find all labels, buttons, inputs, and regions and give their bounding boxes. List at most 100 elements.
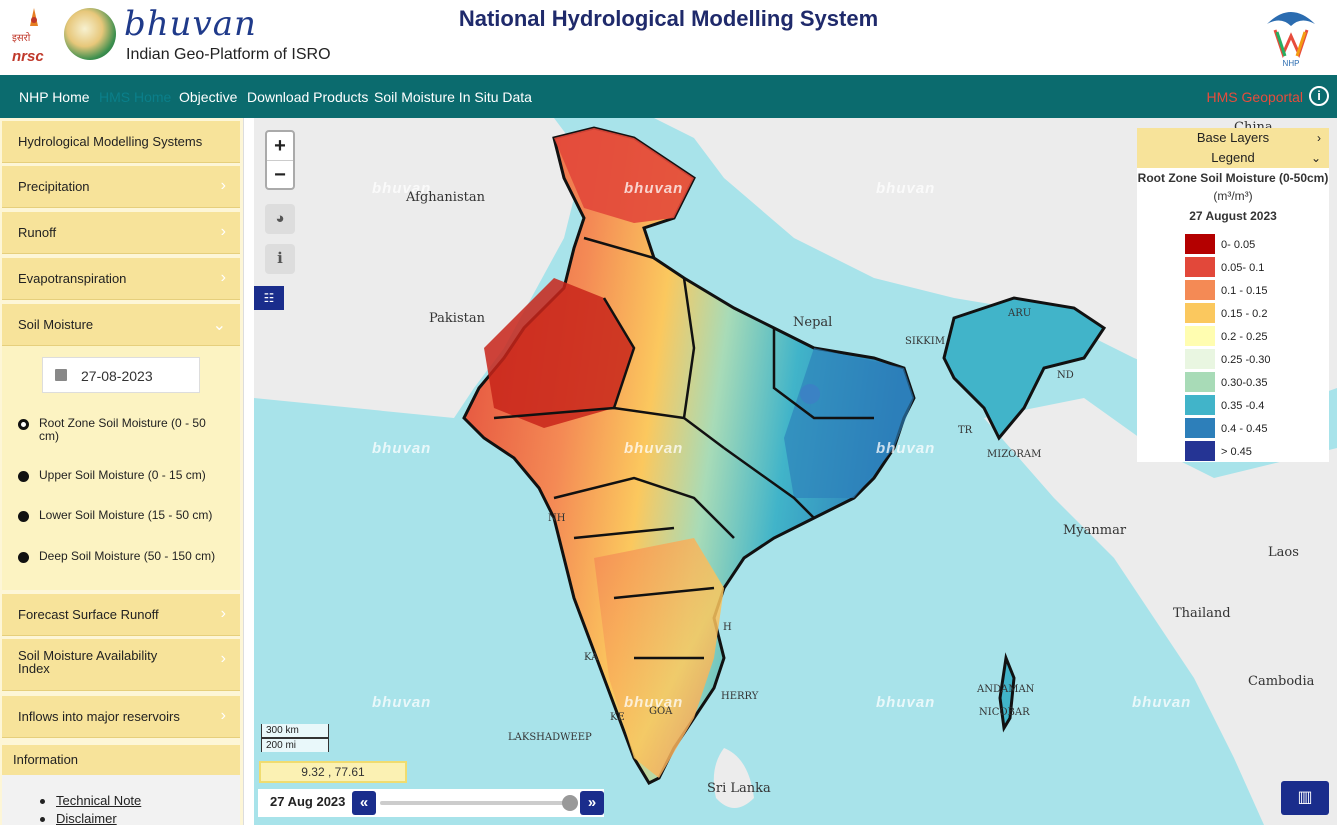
legend-class-label: 0.25 -0.30 [1221, 354, 1271, 366]
chevron-right-icon: › [220, 177, 226, 194]
legend-class: 0.4 - 0.45 [1185, 418, 1325, 438]
rewind-icon[interactable]: « [352, 791, 376, 815]
legend-class-label: 0.2 - 0.25 [1221, 331, 1268, 343]
chevron-down-icon: ⌄ [1310, 151, 1321, 165]
bhuvan-wordmark: bhuvan [124, 4, 257, 44]
legend-label: Legend [1211, 150, 1255, 165]
state-boundaries [493, 236, 874, 660]
watermark: bhuvan [624, 694, 684, 711]
label-afghanistan: Afghanistan [406, 190, 485, 205]
nrsc-logo-text: nrsc [12, 48, 44, 65]
chevron-right-icon: › [1317, 131, 1321, 145]
layer-list-icon[interactable]: ☷ [254, 286, 284, 310]
sidebar-item-forecast-runoff[interactable]: Forecast Surface Runoff › [2, 594, 240, 636]
legend-class-label: > 0.45 [1221, 446, 1252, 458]
zoom-control: + − [265, 130, 295, 190]
sidebar-item-hydrological-modelling[interactable]: Hydrological Modelling Systems [2, 121, 240, 163]
bullet-icon [40, 817, 45, 822]
radio-label: Lower Soil Moisture (15 - 50 cm) [39, 508, 213, 522]
bullet-icon [40, 799, 45, 804]
sidebar-item-reservoir-inflows[interactable]: Inflows into major reservoirs › [2, 696, 240, 738]
date-picker[interactable]: 27-08-2023 [42, 357, 200, 393]
label-nepal: Nepal [793, 315, 833, 330]
label-goa: GOA [649, 706, 673, 717]
radio-deep-soil[interactable]: Deep Soil Moisture (50 - 150 cm) [18, 550, 238, 578]
chevron-right-icon: › [220, 269, 226, 286]
chevron-right-icon: › [220, 223, 226, 240]
zoom-out-button[interactable]: − [267, 160, 293, 188]
legend-class-label: 0.1 - 0.15 [1221, 285, 1268, 297]
sidebar-item-label: Soil Moisture Availability Index [18, 648, 158, 676]
nav-nhp-home[interactable]: NHP Home [19, 89, 90, 105]
watermark: bhuvan [372, 180, 432, 197]
legend-swatch [1185, 326, 1215, 346]
link-disclaimer[interactable]: Disclaimer [56, 811, 117, 825]
scale-mi: 200 mi [261, 738, 329, 752]
base-layers-label: Base Layers [1196, 130, 1270, 145]
land-north [254, 118, 1337, 418]
legend-class: 0.35 -0.4 [1185, 395, 1325, 415]
label-andaman: ANDAMAN [977, 684, 1035, 695]
label-nicobar: NICOBAR [979, 707, 1030, 718]
sidebar: Hydrological Modelling Systems Precipita… [0, 118, 244, 825]
nav-objective[interactable]: Objective [179, 89, 238, 105]
link-technical-note[interactable]: Technical Note [56, 793, 142, 808]
slider-track[interactable] [380, 801, 570, 805]
fast-forward-icon[interactable]: » [580, 791, 604, 815]
sidebar-item-smai[interactable]: Soil Moisture Availability Index › [2, 639, 240, 691]
base-layers-toggle[interactable]: Base Layers › [1137, 128, 1329, 148]
nhp-logo-icon: NHP [1267, 12, 1315, 68]
nav-download-products[interactable]: Download Products [247, 89, 369, 105]
watermark: bhuvan [876, 440, 936, 457]
nav-soil-moisture-in-situ[interactable]: Soil Moisture In Situ Data [374, 89, 532, 105]
legend-class: 0.25 -0.30 [1185, 349, 1325, 369]
time-slider: 27 Aug 2023 « » [258, 789, 604, 817]
legend-class-label: 0.4 - 0.45 [1221, 423, 1268, 435]
sidebar-item-label: Inflows into major reservoirs [18, 709, 180, 724]
slider-handle[interactable] [562, 795, 578, 811]
andaman-islands [998, 652, 1016, 733]
map-view[interactable]: bhuvan bhuvan bhuvan bhuvan bhuvan bhuva… [254, 118, 1337, 825]
legend-title: Root Zone Soil Moisture (0-50cm) [1137, 171, 1329, 185]
radio-upper-soil[interactable]: Upper Soil Moisture (0 - 15 cm) [18, 469, 238, 485]
legend-class: 0.15 - 0.2 [1185, 303, 1325, 323]
globe-icon[interactable]: ◕ [265, 204, 295, 234]
info-tool-icon[interactable]: ℹ [265, 244, 295, 274]
radio-icon [18, 511, 29, 522]
legend-class: 0- 0.05 [1185, 234, 1325, 254]
label-myanmar: Myanmar [1063, 523, 1127, 538]
information-heading: Information [2, 745, 240, 775]
scale-bar: 300 km 200 mi [261, 724, 329, 752]
legend-swatch [1185, 303, 1215, 323]
legend-toggle[interactable]: Legend ⌄ [1137, 148, 1329, 168]
label-arunachal: ARU [1008, 308, 1032, 319]
radio-selected-icon [18, 419, 29, 430]
chart-icon[interactable]: ▥ [1281, 781, 1329, 815]
label-hyderabad: H [723, 622, 732, 633]
sidebar-item-precipitation[interactable]: Precipitation › [2, 166, 240, 208]
info-icon[interactable]: i [1309, 86, 1329, 106]
sidebar-item-runoff[interactable]: Runoff › [2, 212, 240, 254]
legend-class-label: 0.30-0.35 [1221, 377, 1268, 389]
watermark: bhuvan [372, 694, 432, 711]
zoom-in-button[interactable]: + [274, 135, 286, 157]
nhp-logo-text: NHP [1283, 59, 1300, 68]
chevron-right-icon: › [220, 605, 226, 622]
information-label: Information [13, 752, 79, 767]
dry-region-northwest [484, 278, 634, 428]
sidebar-item-label: Soil Moisture [18, 317, 94, 332]
legend-class-label: 0- 0.05 [1221, 239, 1256, 251]
legend-swatch [1185, 280, 1215, 300]
sidebar-item-label: Hydrological Modelling Systems [18, 134, 203, 149]
legend-swatch [1185, 234, 1215, 254]
radio-lower-soil[interactable]: Lower Soil Moisture (15 - 50 cm) [18, 509, 238, 525]
sidebar-item-soil-moisture[interactable]: Soil Moisture ⌄ [2, 304, 240, 346]
nav-hms-home[interactable]: HMS Home [99, 89, 172, 105]
legend-class: 0.30-0.35 [1185, 372, 1325, 392]
radio-root-zone[interactable]: Root Zone Soil Moisture (0 - 50 cm) [18, 417, 238, 445]
legend-class-label: 0.15 - 0.2 [1221, 308, 1268, 320]
land-southeast [984, 398, 1337, 825]
sidebar-item-evapotranspiration[interactable]: Evapotranspiration › [2, 258, 240, 300]
nav-hms-geoportal[interactable]: HMS Geoportal [1206, 89, 1303, 105]
label-thailand: Thailand [1173, 606, 1231, 621]
